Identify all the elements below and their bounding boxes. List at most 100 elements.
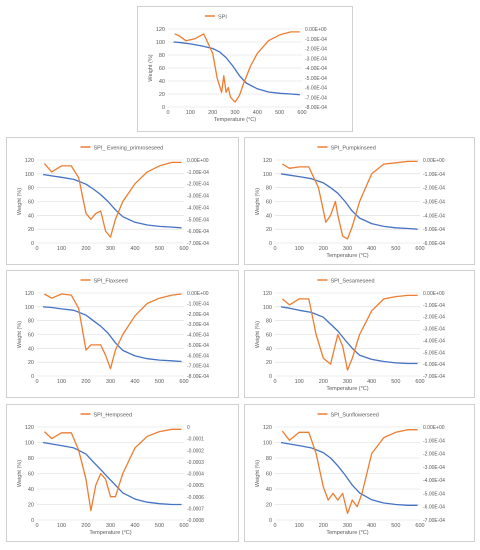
x-tick-label: 400 bbox=[130, 246, 139, 252]
x-tick-label: 500 bbox=[391, 246, 400, 252]
y2-tick-label: -1.00E-04 bbox=[187, 170, 209, 176]
y2-tick-label: -1.00E-04 bbox=[423, 438, 445, 444]
y2-tick-label: -6.00E-04 bbox=[305, 86, 327, 92]
legend-label: SPI_Sunflowerseed bbox=[331, 413, 379, 419]
y-tick-label: 120 bbox=[25, 158, 34, 164]
y2-tick-label: 0.00E+00 bbox=[187, 291, 209, 297]
y2-tick-label: -3.00E-04 bbox=[187, 194, 209, 200]
x-tick-label: 300 bbox=[343, 379, 352, 385]
y2-tick-label: -6.00E-04 bbox=[423, 505, 445, 511]
y2-tick-label: 0.00E+00 bbox=[423, 158, 445, 164]
y2-tick-label: -7.00E-04 bbox=[305, 95, 327, 101]
series-derivative-line bbox=[43, 428, 182, 512]
x-tick-label: 300 bbox=[343, 246, 352, 252]
y-tick-label: 60 bbox=[28, 472, 34, 478]
series-derivative-line bbox=[281, 429, 418, 515]
x-tick-label: 100 bbox=[295, 379, 304, 385]
y2-tick-label: -6.00E-04 bbox=[187, 229, 209, 235]
y2-tick-label: 0.00E+00 bbox=[423, 425, 445, 431]
x-tick-label: 0 bbox=[273, 523, 276, 529]
y2-tick-label: -2.00E-04 bbox=[187, 312, 209, 318]
y-tick-label: 120 bbox=[25, 291, 34, 297]
chart-panel-spi: SPI 0 20 40 60 80 100 120 0.00E+00 -1.00E-04 -2.00… bbox=[137, 6, 353, 132]
x-tick-label: 200 bbox=[319, 523, 328, 529]
y2-tick-label: -0.0008 bbox=[187, 518, 204, 524]
y-tick-label: 20 bbox=[266, 360, 272, 366]
y-tick-label: 20 bbox=[28, 360, 34, 366]
y2-tick-label: -7.00E-04 bbox=[423, 374, 445, 380]
x-tick-label: 500 bbox=[275, 110, 284, 116]
x-axis-label: Temperature (°C) bbox=[89, 530, 131, 536]
series-derivative-line bbox=[44, 293, 182, 370]
y2-tick-label: -6.00E-04 bbox=[187, 353, 209, 359]
y-tick-label: 20 bbox=[28, 503, 34, 509]
x-tick-label: 300 bbox=[106, 246, 115, 252]
x-tick-label: 100 bbox=[57, 379, 66, 385]
y2-tick-label: -1.00E-04 bbox=[305, 37, 327, 43]
y2-tick-label: -7.00E-04 bbox=[187, 364, 209, 370]
y-tick-label: 60 bbox=[266, 333, 272, 339]
y2-tick-label: -7.00E-04 bbox=[187, 241, 209, 247]
chart-panel-sesame: SPI_Sesameseed 0 20 40 60 80 100 120 0.00E+00 -1.… bbox=[244, 270, 475, 398]
x-tick-label: 600 bbox=[415, 379, 424, 385]
y2-tick-label: -8.00E-04 bbox=[305, 105, 327, 111]
series-weight-line bbox=[280, 441, 418, 506]
x-tick-label: 0 bbox=[35, 523, 38, 529]
x-tick-label: 200 bbox=[319, 379, 328, 385]
x-tick-label: 500 bbox=[155, 246, 164, 252]
y-tick-label: 60 bbox=[159, 66, 165, 72]
x-axis-label: Temperature (°C) bbox=[326, 386, 368, 392]
y-tick-label: 0 bbox=[269, 374, 272, 380]
y2-tick-label: -6.00E-04 bbox=[423, 241, 445, 247]
y2-tick-label: -3.00E-04 bbox=[423, 200, 445, 206]
y-tick-label: 100 bbox=[263, 172, 272, 178]
y-axis-label: Weight (%) bbox=[17, 460, 23, 487]
y-tick-label: 40 bbox=[28, 487, 34, 493]
y2-tick-label: -5.00E-04 bbox=[187, 343, 209, 349]
series-weight-line bbox=[280, 173, 418, 230]
y2-tick-label: -3.00E-04 bbox=[423, 465, 445, 471]
series-weight-line bbox=[280, 306, 418, 365]
chart-svg-sunflower: SPI_Sunflowerseed 0 20 40 60 80 100 120 0.00E+00… bbox=[255, 413, 445, 537]
y-tick-label: 120 bbox=[156, 27, 165, 33]
y-tick-label: 60 bbox=[266, 472, 272, 478]
x-tick-label: 400 bbox=[130, 379, 139, 385]
x-tick-label: 100 bbox=[57, 246, 66, 252]
x-tick-label: 600 bbox=[415, 246, 424, 252]
y2-tick-label: -4.00E-04 bbox=[423, 338, 445, 344]
legend-label: SPI_Flaxseed bbox=[94, 279, 128, 285]
y-tick-label: 0 bbox=[269, 241, 272, 247]
y-tick-label: 100 bbox=[263, 305, 272, 311]
y-tick-label: 0 bbox=[31, 241, 34, 247]
x-tick-label: 200 bbox=[208, 110, 217, 116]
y2-tick-label: 0.00E+00 bbox=[187, 158, 209, 164]
y2-tick-label: -3.00E-04 bbox=[305, 56, 327, 62]
x-tick-label: 200 bbox=[81, 379, 90, 385]
y2-tick-label: -8.00E-04 bbox=[187, 374, 209, 380]
y-tick-label: 80 bbox=[159, 53, 165, 59]
y2-tick-label: -5.00E-04 bbox=[423, 350, 445, 356]
y-tick-label: 60 bbox=[266, 200, 272, 206]
x-tick-label: 500 bbox=[391, 523, 400, 529]
x-tick-label: 0 bbox=[166, 110, 169, 116]
series-weight-line bbox=[173, 41, 300, 96]
y-tick-label: 20 bbox=[266, 227, 272, 233]
chart-svg-pumpkin: SPI_Pumpkinseed 0 20 40 60 80 100 120 0.00E+00 -1… bbox=[255, 146, 445, 260]
y2-tick-label: -0.0002 bbox=[187, 448, 204, 454]
y-tick-label: 120 bbox=[263, 158, 272, 164]
series-derivative-line bbox=[174, 31, 300, 103]
y-axis-label: Weight (%) bbox=[17, 188, 23, 215]
chart-panel-pumpkin: SPI_Pumpkinseed 0 20 40 60 80 100 120 0.00E+00 -1… bbox=[244, 137, 475, 265]
y2-tick-label: 0.00E+00 bbox=[305, 27, 327, 33]
y-tick-label: 100 bbox=[156, 40, 165, 46]
legend-label: SPI_ Evening_primroseseed bbox=[94, 146, 164, 152]
chart-panel-evening-primrose: SPI_ Evening_primroseseed 0 20 40 60 80 100 120… bbox=[6, 137, 239, 265]
y2-tick-label: -1.00E-04 bbox=[187, 301, 209, 307]
y-axis-label: Weight (%) bbox=[255, 321, 261, 348]
x-tick-label: 500 bbox=[155, 523, 164, 529]
y-tick-label: 80 bbox=[266, 319, 272, 325]
y-tick-label: 100 bbox=[25, 172, 34, 178]
x-tick-label: 300 bbox=[343, 523, 352, 529]
x-tick-label: 0 bbox=[273, 379, 276, 385]
x-tick-label: 600 bbox=[297, 110, 306, 116]
